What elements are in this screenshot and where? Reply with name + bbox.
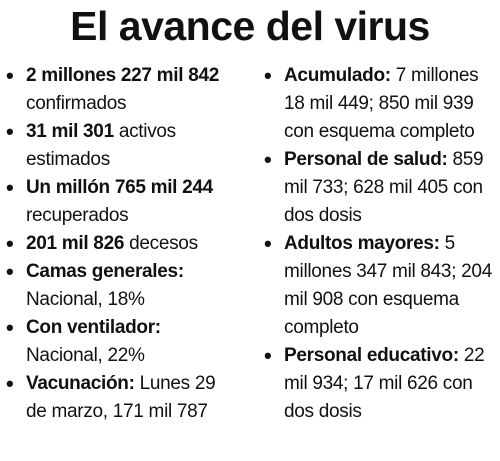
item-text: 859 mil 733; 628 mil 405 con dos dosis: [284, 149, 484, 226]
page-title: El avance del virus: [70, 3, 430, 49]
bullet-icon: •: [264, 343, 272, 368]
item-value: Un millón 765 mil 244: [26, 177, 213, 198]
bullet-icon: •: [6, 259, 14, 284]
left-column-list: • 2 millones 227 mil 842 confirmados • 3…: [4, 62, 240, 426]
item-heading: Adultos mayores:: [284, 233, 440, 254]
right-column-list: • Acumulado: 7 millones 18 mil 449; 850 …: [262, 62, 498, 426]
bullet-icon: •: [264, 147, 272, 172]
item-text: 5 millones 347 mil 843; 204 mil 908 con …: [284, 233, 492, 338]
bullet-icon: •: [6, 315, 14, 340]
item-label: decesos: [124, 233, 198, 254]
list-item-personal-de-salud: • Personal de salud: 859 mil 733; 628 mi…: [262, 146, 498, 230]
item-value: 31 mil 301: [26, 121, 114, 142]
bullet-icon: •: [264, 63, 272, 88]
item-label: confirmados: [26, 93, 127, 114]
bullet-icon: •: [6, 63, 14, 88]
item-heading: Personal de salud:: [284, 149, 448, 170]
list-item-con-ventilador: • Con ventilador: Nacional, 22%: [4, 314, 240, 370]
list-item-personal-educativo: • Personal educativo: 22 mil 934; 17 mil…: [262, 342, 498, 426]
list-item-recuperados: • Un millón 765 mil 244 recuperados: [4, 174, 240, 230]
item-value: 201 mil 826: [26, 233, 125, 254]
list-item-confirmados: • 2 millones 227 mil 842 confirmados: [4, 62, 240, 118]
item-heading: Camas generales:: [26, 261, 184, 282]
item-text: Nacional, 18%: [26, 289, 145, 310]
bullet-icon: •: [6, 231, 14, 256]
item-heading: Personal educativo:: [284, 345, 459, 366]
item-heading: Acumulado:: [284, 65, 391, 86]
item-text: 22 mil 934; 17 mil 626 con dos dosis: [284, 345, 485, 422]
item-value: 2 millones 227 mil 842: [26, 65, 220, 86]
item-label: activos estimados: [26, 121, 176, 170]
list-item-acumulado: • Acumulado: 7 millones 18 mil 449; 850 …: [262, 62, 498, 146]
list-item-vacunacion: • Vacunación: Lunes 29 de marzo, 171 mil…: [4, 370, 240, 426]
item-text: Nacional, 22%: [26, 345, 145, 366]
bullet-icon: •: [6, 119, 14, 144]
bullet-icon: •: [6, 371, 14, 396]
list-item-adultos-mayores: • Adultos mayores: 5 millones 347 mil 84…: [262, 230, 498, 342]
item-heading: Vacunación:: [26, 373, 135, 394]
bullet-icon: •: [264, 231, 272, 256]
item-heading: Con ventilador:: [26, 317, 161, 338]
list-item-camas-generales: • Camas generales: Nacional, 18%: [4, 258, 240, 314]
bullet-icon: •: [6, 175, 14, 200]
list-item-activos: • 31 mil 301 activos estimados: [4, 118, 240, 174]
list-item-decesos: • 201 mil 826 decesos: [4, 230, 240, 258]
item-text: 7 millones 18 mil 449; 850 mil 939 con e…: [284, 65, 479, 142]
item-label: recuperados: [26, 205, 129, 226]
item-text: Lunes 29 de marzo, 171 mil 787: [26, 373, 216, 422]
